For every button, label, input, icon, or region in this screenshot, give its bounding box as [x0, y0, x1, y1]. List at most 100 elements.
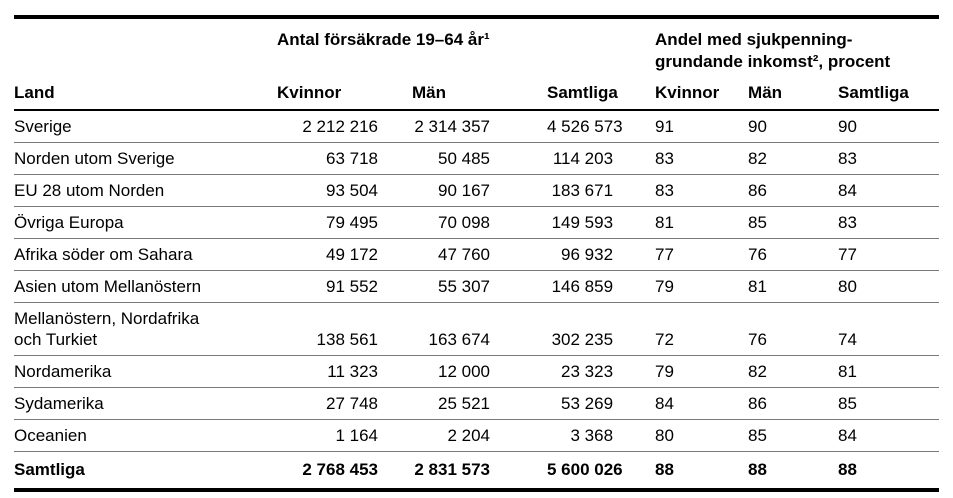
land-cell: Övriga Europa: [14, 206, 277, 239]
andel-man-cell: 82: [748, 355, 839, 388]
land-cell: Afrika söder om Sahara: [14, 238, 277, 271]
andel-man-cell: 81: [748, 270, 839, 303]
land-name-line1: Övriga Europa: [14, 213, 124, 232]
group-header-row: Antal försäkrade 19–64 år¹ Andel med sju…: [14, 17, 939, 73]
column-header-antal-man: Män: [412, 73, 547, 111]
andel-kvinnor-cell: 84: [655, 387, 749, 420]
antal-kvinnor-cell: 1 164: [277, 419, 412, 452]
group-header-spacer: [14, 17, 277, 73]
land-name-line1: Oceanien: [14, 426, 87, 445]
andel-man-cell: 90: [748, 110, 839, 143]
total-antal-man-cell: 2 831 573: [414, 460, 490, 479]
column-header-land: Land: [14, 73, 277, 111]
table-body: Sverige 2 212 216 2 314 357 4 526 573 91…: [14, 110, 940, 452]
andel-kvinnor-cell: 79: [655, 355, 749, 388]
total-antal-kvinnor-cell: 2 768 453: [302, 460, 378, 479]
antal-man-cell: 55 307: [412, 270, 547, 303]
antal-kvinnor-cell: 93 504: [277, 174, 412, 207]
antal-samtliga-cell: 302 235: [547, 302, 656, 356]
table-footer: Samtliga 2 768 453 2 831 573 5 600 026 8…: [14, 452, 939, 491]
antal-samtliga-cell: 146 859: [547, 270, 656, 303]
andel-man-cell: 86: [748, 174, 839, 207]
total-land-cell: Samtliga: [14, 460, 85, 479]
antal-kvinnor-cell: 79 495: [277, 206, 412, 239]
andel-kvinnor-cell: 80: [655, 419, 749, 452]
antal-man-cell: 2 204: [412, 419, 547, 452]
andel-man-cell: 86: [748, 387, 839, 420]
andel-kvinnor-cell: 72: [655, 302, 749, 356]
table-row: Sydamerika 27 748 25 521 53 269 84 86 85: [14, 387, 940, 420]
antal-man-cell: 163 674: [412, 302, 547, 356]
andel-samtliga-cell: 84: [838, 174, 940, 207]
table-row: Nordamerika 11 323 12 000 23 323 79 82 8…: [14, 355, 940, 388]
table-row: Mellanöstern, Nordafrika och Turkiet 138…: [14, 302, 940, 356]
antal-man-cell: 90 167: [412, 174, 547, 207]
antal-samtliga-cell: 114 203: [547, 142, 656, 175]
andel-kvinnor-cell: 77: [655, 238, 749, 271]
column-header-antal-samtliga: Samtliga: [547, 73, 656, 111]
antal-samtliga-cell: 183 671: [547, 174, 656, 207]
antal-kvinnor-cell: 49 172: [277, 238, 412, 271]
antal-samtliga-cell: 96 932: [547, 238, 656, 271]
column-header-andel-kvinnor: Kvinnor: [655, 73, 749, 111]
andel-samtliga-cell: 80: [838, 270, 940, 303]
land-name-line1: Afrika söder om Sahara: [14, 245, 193, 264]
table-row: EU 28 utom Norden 93 504 90 167 183 671 …: [14, 174, 940, 207]
antal-samtliga-cell: 3 368: [547, 419, 656, 452]
land-cell: Norden utom Sverige: [14, 142, 277, 175]
antal-samtliga-cell: 53 269: [547, 387, 656, 420]
group-header-antal-label: Antal försäkrade 19–64 år¹: [277, 30, 490, 49]
land-name-line1: Mellanöstern, Nordafrika: [14, 309, 200, 328]
andel-kvinnor-cell: 81: [655, 206, 749, 239]
land-name-line1: Norden utom Sverige: [14, 149, 175, 168]
statistics-table: Antal försäkrade 19–64 år¹ Andel med sju…: [14, 15, 940, 492]
andel-kvinnor-cell: 79: [655, 270, 749, 303]
antal-man-cell: 70 098: [412, 206, 547, 239]
group-header-andel: Andel med sjukpenning- grundande inkomst…: [655, 17, 939, 73]
antal-man-cell: 25 521: [412, 387, 547, 420]
land-name-line1: Nordamerika: [14, 362, 112, 381]
group-header-antal: Antal försäkrade 19–64 år¹: [277, 17, 655, 73]
antal-man-cell: 2 314 357: [412, 110, 547, 143]
andel-man-cell: 82: [748, 142, 839, 175]
antal-kvinnor-cell: 27 748: [277, 387, 412, 420]
column-header-andel-man: Män: [748, 73, 839, 111]
land-cell: Sverige: [14, 110, 277, 143]
andel-samtliga-cell: 90: [838, 110, 940, 143]
group-header-andel-line1: Andel med sjukpenning-: [655, 30, 853, 49]
andel-samtliga-cell: 84: [838, 419, 940, 452]
table-row: Oceanien 1 164 2 204 3 368 80 85 84: [14, 419, 940, 452]
total-antal-samtliga-cell: 5 600 026: [547, 460, 623, 479]
land-cell: EU 28 utom Norden: [14, 174, 277, 207]
land-name-line1: EU 28 utom Norden: [14, 181, 165, 200]
andel-samtliga-cell: 81: [838, 355, 940, 388]
andel-samtliga-cell: 85: [838, 387, 940, 420]
column-header-antal-kvinnor: Kvinnor: [277, 73, 412, 111]
total-andel-samtliga-cell: 88: [838, 460, 857, 479]
antal-man-cell: 50 485: [412, 142, 547, 175]
table-row: Sverige 2 212 216 2 314 357 4 526 573 91…: [14, 110, 940, 143]
land-cell: Oceanien: [14, 419, 277, 452]
column-header-row: Land Kvinnor Män Samtliga Kvinnor Män Sa…: [14, 73, 940, 111]
antal-samtliga-cell: 149 593: [547, 206, 656, 239]
total-andel-kvinnor-cell: 88: [655, 460, 674, 479]
table-row: Asien utom Mellanöstern 91 552 55 307 14…: [14, 270, 940, 303]
antal-man-cell: 47 760: [412, 238, 547, 271]
antal-kvinnor-cell: 63 718: [277, 142, 412, 175]
land-cell: Sydamerika: [14, 387, 277, 420]
group-header-andel-line2: grundande inkomst², procent: [655, 52, 891, 71]
antal-kvinnor-cell: 91 552: [277, 270, 412, 303]
total-andel-man-cell: 88: [748, 460, 767, 479]
table-header: Antal försäkrade 19–64 år¹ Andel med sju…: [14, 17, 940, 111]
total-row: Samtliga 2 768 453 2 831 573 5 600 026 8…: [14, 452, 939, 491]
andel-samtliga-cell: 83: [838, 206, 940, 239]
andel-kvinnor-cell: 91: [655, 110, 749, 143]
land-name-line1: Asien utom Mellanöstern: [14, 277, 202, 296]
antal-kvinnor-cell: 2 212 216: [277, 110, 412, 143]
table-row: Afrika söder om Sahara 49 172 47 760 96 …: [14, 238, 940, 271]
land-cell: Mellanöstern, Nordafrika och Turkiet: [14, 302, 277, 356]
andel-samtliga-cell: 77: [838, 238, 940, 271]
land-cell: Asien utom Mellanöstern: [14, 270, 277, 303]
andel-kvinnor-cell: 83: [655, 142, 749, 175]
